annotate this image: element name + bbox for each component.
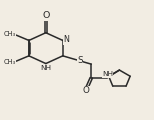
- Text: CH₃: CH₃: [3, 59, 15, 65]
- Text: N: N: [63, 35, 69, 44]
- Text: O: O: [42, 11, 50, 20]
- Text: O: O: [82, 86, 89, 95]
- Text: NH: NH: [40, 65, 51, 71]
- Text: CH₃: CH₃: [3, 31, 15, 37]
- Text: S: S: [77, 55, 83, 65]
- Text: NH: NH: [102, 72, 113, 78]
